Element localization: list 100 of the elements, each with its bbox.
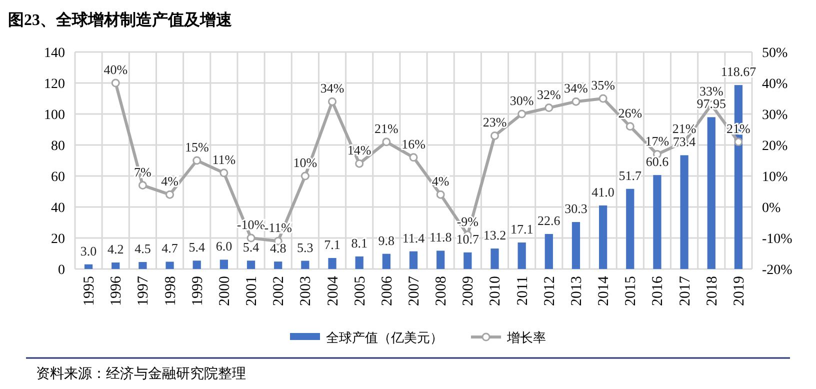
x-tick-label: 2018 xyxy=(704,276,720,306)
x-tick-label: 2002 xyxy=(271,276,288,306)
data-label: 34% xyxy=(320,80,344,96)
point xyxy=(436,190,445,199)
x-tick-label: 2017 xyxy=(677,276,694,306)
data-label: 15% xyxy=(184,140,209,154)
y2-tick-label: 20% xyxy=(762,139,788,154)
x-tick-label: 2010 xyxy=(488,276,504,306)
y2-tick-label: 0% xyxy=(762,201,781,216)
data-label: 13.2 xyxy=(483,228,506,243)
bar xyxy=(409,251,418,269)
data-label: 34% xyxy=(564,80,588,96)
point xyxy=(111,78,120,88)
data-label: 4% xyxy=(432,174,450,189)
data-label: 4.2 xyxy=(107,241,124,256)
data-label: 7.1 xyxy=(324,236,340,252)
data-label: 118.67 xyxy=(720,64,757,80)
y2-tick-label: -10% xyxy=(762,232,793,247)
x-tick-label: 1999 xyxy=(190,276,206,306)
data-label: 3.0 xyxy=(80,243,97,258)
data-label: 30.3 xyxy=(564,201,588,216)
data-label: 21% xyxy=(672,120,696,136)
y2-tick-label: -20% xyxy=(762,263,793,278)
data-label: 5.4 xyxy=(242,240,260,255)
data-label: 97.95 xyxy=(696,96,726,112)
point xyxy=(328,97,337,106)
data-label: 5.3 xyxy=(297,240,314,255)
data-label: 4.8 xyxy=(270,240,286,256)
bar xyxy=(599,205,608,269)
y-tick-label: 120 xyxy=(44,77,65,92)
y-tick-label: 20 xyxy=(51,232,65,247)
bar xyxy=(84,264,93,269)
data-label: 73.4 xyxy=(672,134,696,150)
bar xyxy=(301,260,310,269)
point xyxy=(572,97,580,106)
bar xyxy=(544,234,553,269)
data-label: 33% xyxy=(699,84,724,99)
bar xyxy=(572,222,580,269)
point xyxy=(598,94,608,103)
y2-tick-label: 40% xyxy=(762,77,788,92)
data-label: -11% xyxy=(264,220,292,236)
point xyxy=(490,131,499,140)
bar xyxy=(653,175,662,269)
legend-label: 增长率 xyxy=(506,330,546,345)
data-label: 10% xyxy=(293,155,318,170)
bar xyxy=(680,155,688,269)
x-tick-label: 2013 xyxy=(568,276,585,306)
x-tick-label: 2003 xyxy=(298,276,314,306)
x-tick-label: 1997 xyxy=(136,276,152,306)
legend-label: 全球产值（亿美元） xyxy=(326,330,443,345)
bar xyxy=(436,250,445,269)
x-tick-label: 2016 xyxy=(650,276,666,306)
x-tick-label: 2009 xyxy=(460,276,477,306)
data-label: 7% xyxy=(134,164,152,180)
x-tick-label: 2007 xyxy=(406,276,422,306)
x-tick-label: 2012 xyxy=(542,276,558,306)
point xyxy=(382,138,391,146)
bar xyxy=(112,262,120,269)
x-tick-label: 2008 xyxy=(434,276,450,306)
data-label: -10% xyxy=(236,217,266,232)
y2-tick-label: 10% xyxy=(762,170,788,185)
y2-tick-label: 50% xyxy=(762,46,788,61)
data-label: 14% xyxy=(347,142,372,158)
y-tick-label: 100 xyxy=(44,108,65,123)
bar xyxy=(707,117,716,269)
bar xyxy=(246,260,256,269)
bar xyxy=(355,256,364,269)
data-label: 5.4 xyxy=(188,240,206,255)
data-label: 35% xyxy=(591,78,616,92)
y-tick-label: 40 xyxy=(51,201,65,216)
data-label: 21% xyxy=(374,120,398,136)
data-label: 4% xyxy=(161,174,179,189)
data-label: 51.7 xyxy=(618,168,642,183)
data-label: 11.8 xyxy=(429,230,452,245)
data-label: 26% xyxy=(618,105,642,120)
x-tick-label: 1996 xyxy=(108,276,125,306)
y-tick-label: 60 xyxy=(51,170,65,185)
y-tick-label: 0 xyxy=(58,263,65,278)
data-label: 11% xyxy=(212,152,236,167)
bar xyxy=(328,258,336,269)
bar xyxy=(490,248,499,269)
data-label: 30% xyxy=(510,93,534,108)
data-label: 4.5 xyxy=(134,241,151,256)
bar xyxy=(626,188,634,269)
bar xyxy=(138,262,147,269)
x-tick-label: 2014 xyxy=(596,276,612,306)
x-tick-label: 2004 xyxy=(325,276,342,306)
bar xyxy=(220,260,228,269)
y-tick-label: 140 xyxy=(44,46,65,61)
x-tick-label: 2015 xyxy=(623,276,640,306)
x-tick-label: 2011 xyxy=(514,276,531,306)
data-label: 10.7 xyxy=(456,231,480,246)
data-label: 17% xyxy=(645,133,670,148)
x-tick-label: 2006 xyxy=(379,276,396,306)
data-label: 41.0 xyxy=(592,184,614,200)
bar xyxy=(382,254,390,269)
data-label: 6.0 xyxy=(216,238,232,254)
data-label: 16% xyxy=(402,136,426,152)
point xyxy=(138,181,147,190)
data-label: 40% xyxy=(104,62,128,77)
